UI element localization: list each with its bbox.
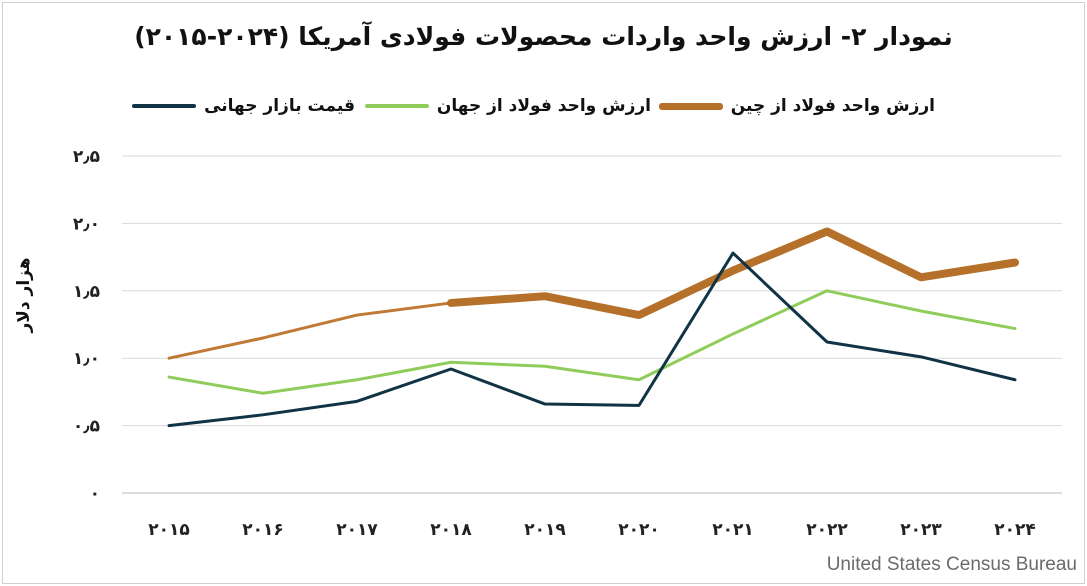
legend-label-market: قیمت بازار جهانی <box>204 96 355 116</box>
y-tick-label-2: ۱٫۰ <box>73 349 100 369</box>
series-line-world <box>167 289 1017 395</box>
legend-label-china: ارزش واحد فولاد از چین <box>730 96 935 116</box>
chart-legend: ارزش واحد فولاد از چین ارزش واحد فولاد ا… <box>0 96 1087 126</box>
legend-label-world: ارزش واحد فولاد از جهان <box>436 96 651 116</box>
x-tick-label-0: ۲۰۱۵ <box>148 520 190 540</box>
legend-item-china: ارزش واحد فولاد از چین <box>658 96 935 116</box>
chart-title: نمودار ۲- ارزش واحد واردات محصولات فولاد… <box>134 22 953 51</box>
y-tick-label-4: ۲٫۰ <box>73 214 100 234</box>
series-line-china-early <box>167 301 453 360</box>
legend-swatch-market <box>132 104 197 108</box>
legend-item-market: قیمت بازار جهانی <box>132 96 355 116</box>
x-tick-label-7: ۲۰۲۲ <box>806 520 848 540</box>
y-tick-label-1: ۰٫۵ <box>73 417 100 437</box>
legend-swatch-world <box>364 104 429 108</box>
y-tick-label-3: ۱٫۵ <box>73 282 100 302</box>
legend-item-world: ارزش واحد فولاد از جهان <box>364 96 651 116</box>
legend-swatch-china <box>658 102 723 110</box>
y-tick-label-5: ۲٫۵ <box>73 147 100 167</box>
x-tick-label-3: ۲۰۱۸ <box>430 520 472 540</box>
x-tick-label-2: ۲۰۱۷ <box>336 520 378 540</box>
y-tick-label-0: ۰ <box>90 484 100 504</box>
x-tick-label-5: ۲۰۲۰ <box>618 520 660 540</box>
x-tick-label-9: ۲۰۲۴ <box>994 520 1036 540</box>
source-note: United States Census Bureau <box>826 554 1077 575</box>
series-line-market <box>167 251 1017 428</box>
series-line-china <box>447 227 1019 320</box>
x-tick-label-8: ۲۰۲۳ <box>900 520 942 540</box>
x-tick-label-4: ۲۰۱۹ <box>524 520 566 540</box>
x-tick-label-1: ۲۰۱۶ <box>242 520 284 540</box>
x-tick-label-6: ۲۰۲۱ <box>712 520 754 540</box>
